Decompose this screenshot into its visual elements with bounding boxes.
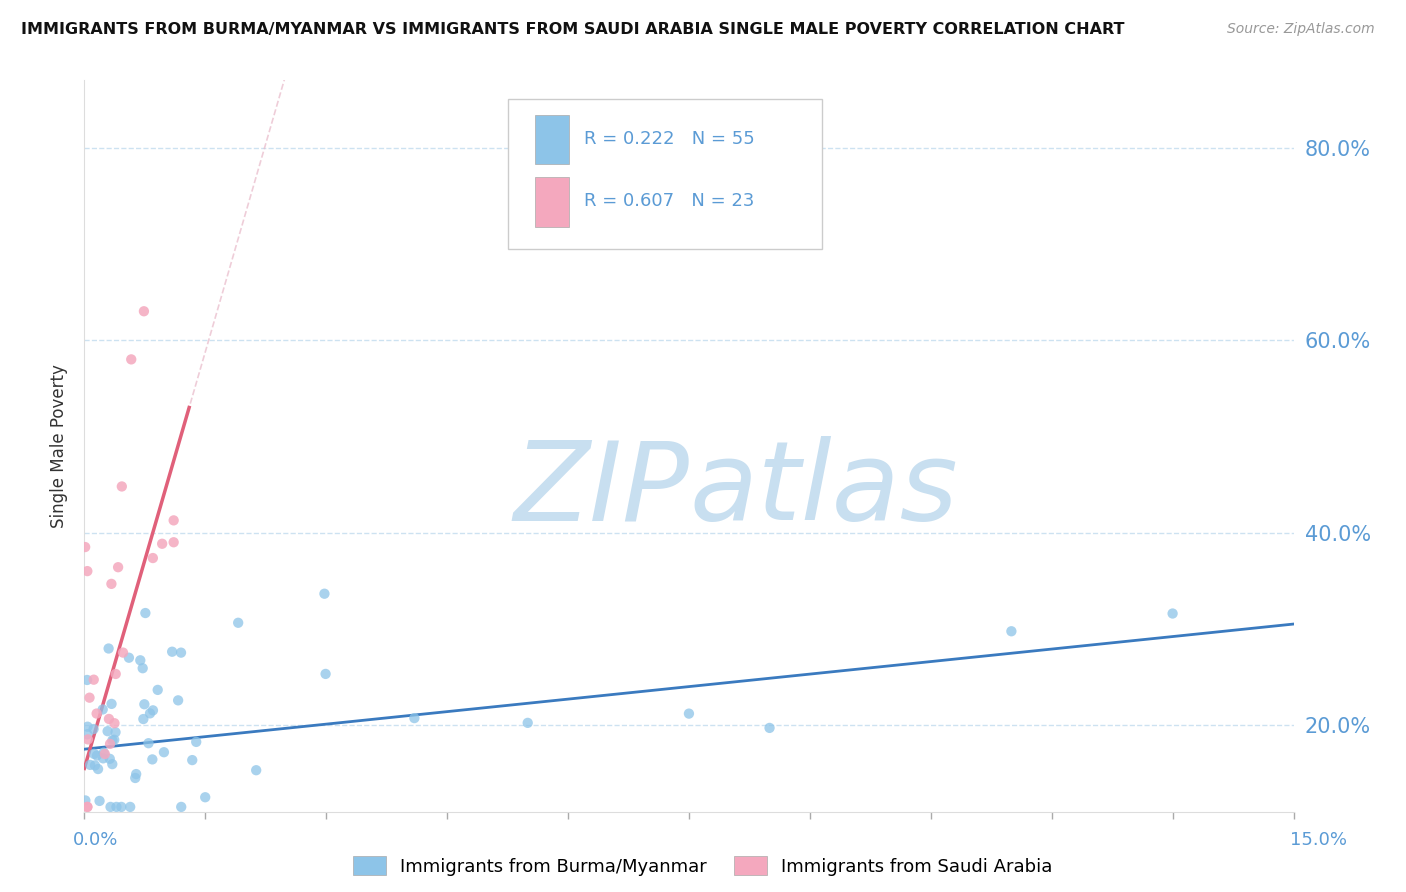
Point	[76, 800, 98, 814]
Point	[150, 537, 173, 551]
FancyBboxPatch shape	[508, 99, 823, 249]
Point	[76, 800, 98, 814]
Point	[758, 721, 780, 735]
Point	[111, 479, 134, 493]
Bar	[536, 177, 569, 227]
Point	[186, 735, 208, 749]
Point	[104, 667, 127, 681]
Point	[132, 712, 155, 726]
Point	[83, 722, 105, 736]
Point	[103, 716, 125, 731]
Bar	[536, 115, 569, 164]
Point	[87, 762, 110, 776]
Point	[89, 794, 111, 808]
Point	[100, 800, 122, 814]
Point	[134, 606, 156, 620]
Text: R = 0.607   N = 23: R = 0.607 N = 23	[583, 192, 754, 210]
Text: IMMIGRANTS FROM BURMA/MYANMAR VS IMMIGRANTS FROM SAUDI ARABIA SINGLE MALE POVERT: IMMIGRANTS FROM BURMA/MYANMAR VS IMMIGRA…	[21, 22, 1125, 37]
Point	[97, 641, 120, 656]
Point	[94, 747, 117, 761]
Point	[120, 352, 142, 367]
Point	[86, 748, 108, 763]
Point	[97, 712, 120, 726]
Point	[129, 653, 152, 667]
Point	[100, 577, 122, 591]
Point	[118, 650, 141, 665]
Y-axis label: Single Male Poverty: Single Male Poverty	[51, 364, 69, 528]
Point	[86, 706, 108, 721]
Point	[160, 645, 183, 659]
Point	[153, 745, 176, 759]
Point	[516, 715, 538, 730]
Text: 15.0%: 15.0%	[1291, 830, 1347, 848]
Point	[141, 752, 163, 766]
Point	[104, 725, 127, 739]
Point	[167, 693, 190, 707]
Point	[678, 706, 700, 721]
Point	[1000, 624, 1022, 639]
Point	[142, 703, 165, 717]
Point	[91, 751, 114, 765]
Point	[83, 673, 105, 687]
Point	[134, 698, 156, 712]
Point	[100, 697, 122, 711]
Point	[77, 732, 100, 747]
Point	[84, 758, 107, 772]
Point	[181, 753, 204, 767]
Point	[76, 564, 98, 578]
Point	[315, 667, 337, 681]
Point	[125, 767, 148, 781]
Point	[76, 720, 98, 734]
Text: atlas: atlas	[689, 436, 957, 543]
Point	[79, 757, 101, 772]
Point	[226, 615, 249, 630]
Point	[163, 513, 186, 527]
Point	[124, 771, 146, 785]
Point	[245, 763, 267, 777]
Point	[107, 560, 129, 574]
Point	[103, 732, 125, 747]
Point	[120, 800, 142, 814]
Point	[93, 746, 115, 760]
Point	[314, 587, 336, 601]
Point	[139, 706, 162, 721]
Legend: Immigrants from Burma/Myanmar, Immigrants from Saudi Arabia: Immigrants from Burma/Myanmar, Immigrant…	[346, 849, 1060, 883]
Point	[138, 736, 160, 750]
Point	[101, 733, 124, 747]
Point	[91, 702, 114, 716]
Point	[79, 690, 101, 705]
Point	[110, 800, 132, 814]
Point	[97, 724, 120, 739]
Point	[131, 661, 153, 675]
Point	[98, 737, 121, 751]
Point	[1161, 607, 1184, 621]
Point	[76, 673, 98, 687]
Point	[132, 304, 155, 318]
Text: R = 0.222   N = 55: R = 0.222 N = 55	[583, 130, 755, 148]
Point	[75, 793, 97, 807]
Point	[170, 800, 193, 814]
Point	[142, 551, 165, 566]
Text: ZIP: ZIP	[513, 436, 689, 543]
Point	[101, 757, 124, 772]
Point	[83, 747, 105, 761]
Point	[404, 711, 426, 725]
Text: 0.0%: 0.0%	[73, 830, 118, 848]
Point	[76, 727, 98, 741]
Point	[112, 646, 135, 660]
Point	[75, 540, 97, 554]
Text: Source: ZipAtlas.com: Source: ZipAtlas.com	[1227, 22, 1375, 37]
Point	[146, 682, 169, 697]
Point	[170, 646, 193, 660]
Point	[194, 790, 217, 805]
Point	[98, 752, 121, 766]
Point	[105, 800, 128, 814]
Point	[163, 535, 186, 549]
